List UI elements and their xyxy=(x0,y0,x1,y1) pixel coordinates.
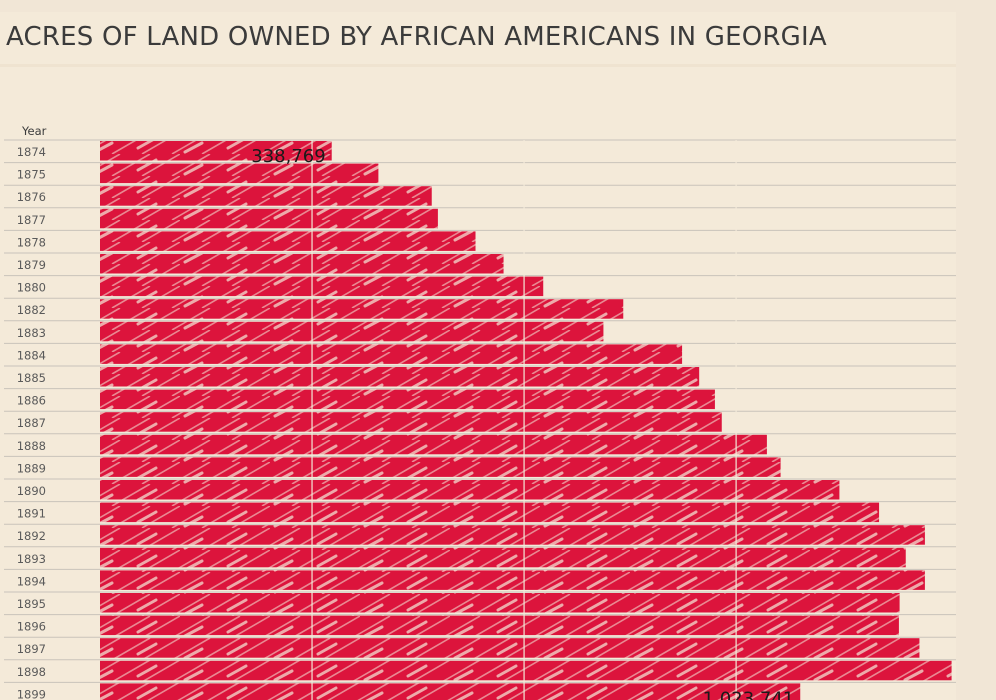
bar-1876 xyxy=(100,186,432,206)
bar-1878 xyxy=(100,231,476,251)
bar-1890 xyxy=(100,480,840,500)
y-tick-label: 1885 xyxy=(17,371,46,385)
bar-1875 xyxy=(100,163,379,184)
bar-1891 xyxy=(100,502,880,523)
data-label-1899: 1,023,741 xyxy=(703,688,795,700)
bar-1895 xyxy=(100,593,900,613)
y-tick-label: 1889 xyxy=(17,461,46,475)
y-tick-label: 1878 xyxy=(17,235,46,249)
bar-1898 xyxy=(100,660,952,681)
y-tick-label: 1882 xyxy=(17,303,46,317)
bar-1884 xyxy=(100,344,683,364)
bar-1882 xyxy=(100,299,624,319)
y-tick-label: 1894 xyxy=(17,574,46,588)
bar-1889 xyxy=(100,457,781,477)
y-tick-label: 1877 xyxy=(17,213,46,227)
bar-1892 xyxy=(100,525,925,545)
bar-1880 xyxy=(100,276,544,297)
bar-1888 xyxy=(100,434,767,455)
y-tick-label: 1897 xyxy=(17,642,46,656)
y-tick-label: 1895 xyxy=(17,597,46,611)
y-tick-label: 1890 xyxy=(17,484,46,498)
y-tick-label: 1883 xyxy=(17,326,46,340)
data-label-1874: 338,769 xyxy=(251,146,325,167)
y-tick-label: 1891 xyxy=(17,507,46,521)
bar-1894 xyxy=(100,570,925,590)
y-tick-label: 1879 xyxy=(17,258,46,272)
y-tick-label: 1899 xyxy=(17,687,46,700)
y-tick-label: 1875 xyxy=(17,168,46,182)
y-axis-title: Year xyxy=(21,124,47,138)
y-tick-label: 1888 xyxy=(17,439,46,453)
y-tick-label: 1886 xyxy=(17,394,46,408)
y-tick-label: 1874 xyxy=(17,145,46,159)
bar-1896 xyxy=(100,615,899,636)
bar-1897 xyxy=(100,638,920,658)
bar-1879 xyxy=(100,254,504,274)
chart-title: ACRES OF LAND OWNED BY AFRICAN AMERICANS… xyxy=(6,22,827,52)
bar-1887 xyxy=(100,412,722,432)
bar-1874 xyxy=(100,141,332,161)
bar-1885 xyxy=(100,367,700,387)
y-tick-label: 1893 xyxy=(17,552,46,566)
y-tick-label: 1884 xyxy=(17,348,46,362)
y-tick-label: 1887 xyxy=(17,416,46,430)
y-tick-label: 1896 xyxy=(17,620,46,634)
title-divider xyxy=(0,64,956,67)
y-tick-label: 1892 xyxy=(17,529,46,543)
y-tick-label: 1880 xyxy=(17,281,46,295)
bar-1886 xyxy=(100,389,715,410)
y-tick-label: 1898 xyxy=(17,665,46,679)
bar-1899 xyxy=(100,683,801,700)
bar-1883 xyxy=(100,321,604,342)
bar-1877 xyxy=(100,208,438,229)
y-tick-label: 1876 xyxy=(17,190,46,204)
bar-1893 xyxy=(100,547,906,568)
